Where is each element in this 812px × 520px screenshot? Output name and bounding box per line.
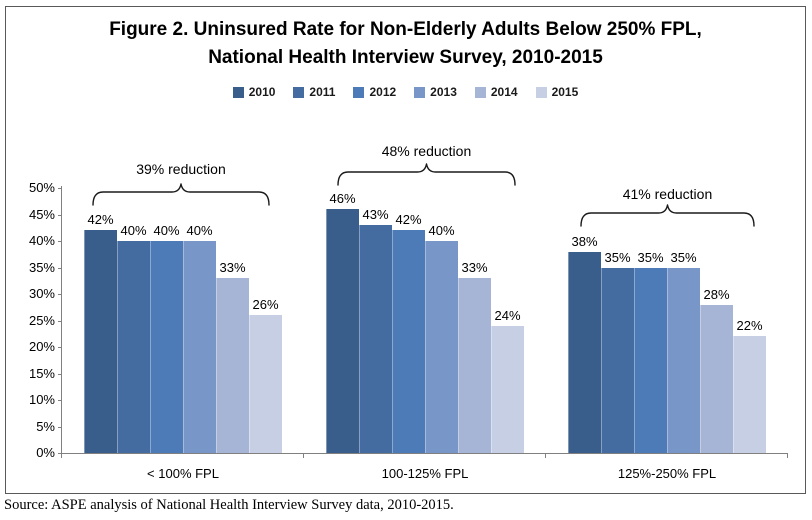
- chart-title-line-1: Figure 2. Uninsured Rate for Non-Elderly…: [109, 19, 702, 40]
- legend-swatch-2012: [353, 86, 365, 98]
- y-axis-tick-label: 10%: [28, 392, 55, 407]
- bar-2013-125%-250% FPL: [667, 267, 700, 453]
- bar-2015-100-125% FPL: [491, 325, 524, 453]
- y-axis-tick: [58, 373, 62, 375]
- legend-item-2015: 2015: [535, 85, 579, 99]
- bar-label-2011-< 100% FPL: 40%: [120, 223, 147, 238]
- y-axis-tick-label: 0%: [36, 445, 55, 460]
- chart-title: Figure 2. Uninsured Rate for Non-Elderly…: [5, 16, 806, 72]
- y-axis-tick-label: 45%: [28, 206, 55, 222]
- y-axis-tick: [58, 214, 62, 216]
- bar-2014-< 100% FPL: [216, 278, 249, 453]
- legend-swatch-2013: [414, 86, 426, 98]
- x-axis-line: [61, 453, 788, 454]
- y-axis-tick-label: 50%: [28, 180, 55, 195]
- bar-2014-125%-250% FPL: [700, 304, 733, 453]
- y-axis-tick-label: 35%: [28, 259, 55, 275]
- bar-label-2013-< 100% FPL: 40%: [186, 223, 213, 238]
- bar-2012-< 100% FPL: [150, 241, 183, 453]
- legend-label-2011: 2011: [309, 85, 336, 99]
- legend-swatch-2015: [535, 86, 547, 98]
- bar-label-2012-100-125% FPL: 42%: [395, 212, 422, 228]
- y-axis-tick-label: 25%: [28, 312, 55, 328]
- bar-label-2015-125%-250% FPL: 22%: [736, 318, 763, 334]
- legend-item-2011: 2011: [293, 85, 335, 99]
- chart-title-line-2: National Health Interview Survey, 2010-2…: [208, 47, 603, 68]
- x-axis-category-label: 100-125% FPL: [381, 466, 469, 481]
- legend-swatch-2014: [474, 86, 486, 98]
- bar-2012-100-125% FPL: [392, 230, 425, 453]
- y-axis-tick: [58, 267, 62, 269]
- bar-2010-100-125% FPL: [326, 209, 359, 453]
- legend-item-2012: 2012: [353, 85, 396, 99]
- reduction-bracket: [337, 163, 516, 186]
- y-axis-line: [61, 186, 62, 453]
- y-axis-tick-label: 40%: [28, 233, 55, 248]
- y-axis-tick-label: 15%: [28, 365, 55, 381]
- bar-label-2012-< 100% FPL: 40%: [153, 223, 180, 238]
- bar-2013-100-125% FPL: [425, 241, 458, 453]
- reduction-annotation: 41% reduction: [622, 186, 713, 202]
- y-axis-tick: [58, 347, 62, 348]
- bar-label-2013-100-125% FPL: 40%: [428, 223, 455, 238]
- chart-legend: 2010 2011 2012 2013 2014 2015: [5, 85, 806, 99]
- y-axis-tick-label: 20%: [28, 339, 55, 354]
- bar-2012-125%-250% FPL: [634, 267, 667, 453]
- bar-2015-125%-250% FPL: [733, 336, 766, 453]
- source-note: Source: ASPE analysis of National Health…: [4, 497, 454, 513]
- legend-swatch-2010: [232, 86, 244, 98]
- bar-label-2014-125%-250% FPL: 28%: [703, 286, 730, 302]
- legend-label-2015: 2015: [551, 85, 579, 99]
- y-axis-tick: [58, 453, 62, 454]
- bar-2013-< 100% FPL: [183, 241, 216, 453]
- x-axis-tick: [303, 453, 304, 458]
- bar-label-2011-100-125% FPL: 43%: [362, 207, 389, 223]
- legend-item-2010: 2010: [232, 85, 276, 99]
- reduction-annotation: 48% reduction: [381, 143, 472, 159]
- y-axis-tick-label: 30%: [28, 286, 55, 301]
- y-axis-tick: [58, 426, 62, 428]
- bar-label-2011-125%-250% FPL: 35%: [604, 249, 631, 265]
- bar-2011-100-125% FPL: [359, 225, 392, 453]
- bar-label-2010-100-125% FPL: 46%: [329, 191, 356, 207]
- bar-label-2013-125%-250% FPL: 35%: [670, 249, 697, 265]
- bar-2015-< 100% FPL: [249, 315, 282, 453]
- bar-label-2010-< 100% FPL: 42%: [87, 212, 114, 228]
- x-axis-category-label: < 100% FPL: [147, 466, 219, 481]
- legend-label-2014: 2014: [490, 85, 518, 99]
- legend-label-2012: 2012: [369, 85, 397, 99]
- x-axis-tick: [61, 453, 62, 458]
- legend-label-2013: 2013: [430, 85, 457, 99]
- bar-2011-125%-250% FPL: [601, 267, 634, 453]
- legend-item-2013: 2013: [414, 85, 457, 99]
- bar-2014-100-125% FPL: [458, 278, 491, 453]
- bar-label-2014-< 100% FPL: 33%: [219, 260, 246, 276]
- reduction-bracket: [580, 204, 755, 227]
- y-axis-tick: [58, 188, 62, 189]
- y-axis-tick: [58, 400, 62, 401]
- reduction-bracket: [92, 183, 270, 206]
- legend-swatch-2011: [293, 86, 305, 98]
- bar-label-2010-125%-250% FPL: 38%: [571, 233, 598, 249]
- bar-label-2015-100-125% FPL: 24%: [494, 307, 521, 323]
- x-axis-tick: [787, 453, 788, 458]
- bar-2010-125%-250% FPL: [568, 251, 601, 453]
- bar-label-2012-125%-250% FPL: 35%: [637, 249, 664, 265]
- y-axis-tick: [58, 294, 62, 295]
- bar-2010-< 100% FPL: [84, 230, 117, 453]
- x-axis-tick: [545, 453, 546, 458]
- bar-label-2015-< 100% FPL: 26%: [252, 297, 279, 313]
- x-axis-category-label: 125%-250% FPL: [617, 466, 717, 481]
- reduction-annotation: 39% reduction: [136, 161, 226, 177]
- legend-label-2010: 2010: [248, 85, 276, 99]
- y-axis-tick: [58, 320, 62, 322]
- legend-item-2014: 2014: [474, 85, 518, 99]
- bar-label-2014-100-125% FPL: 33%: [461, 260, 488, 276]
- y-axis-tick-label: 5%: [36, 418, 55, 434]
- y-axis-tick: [58, 241, 62, 242]
- bar-2011-< 100% FPL: [117, 241, 150, 453]
